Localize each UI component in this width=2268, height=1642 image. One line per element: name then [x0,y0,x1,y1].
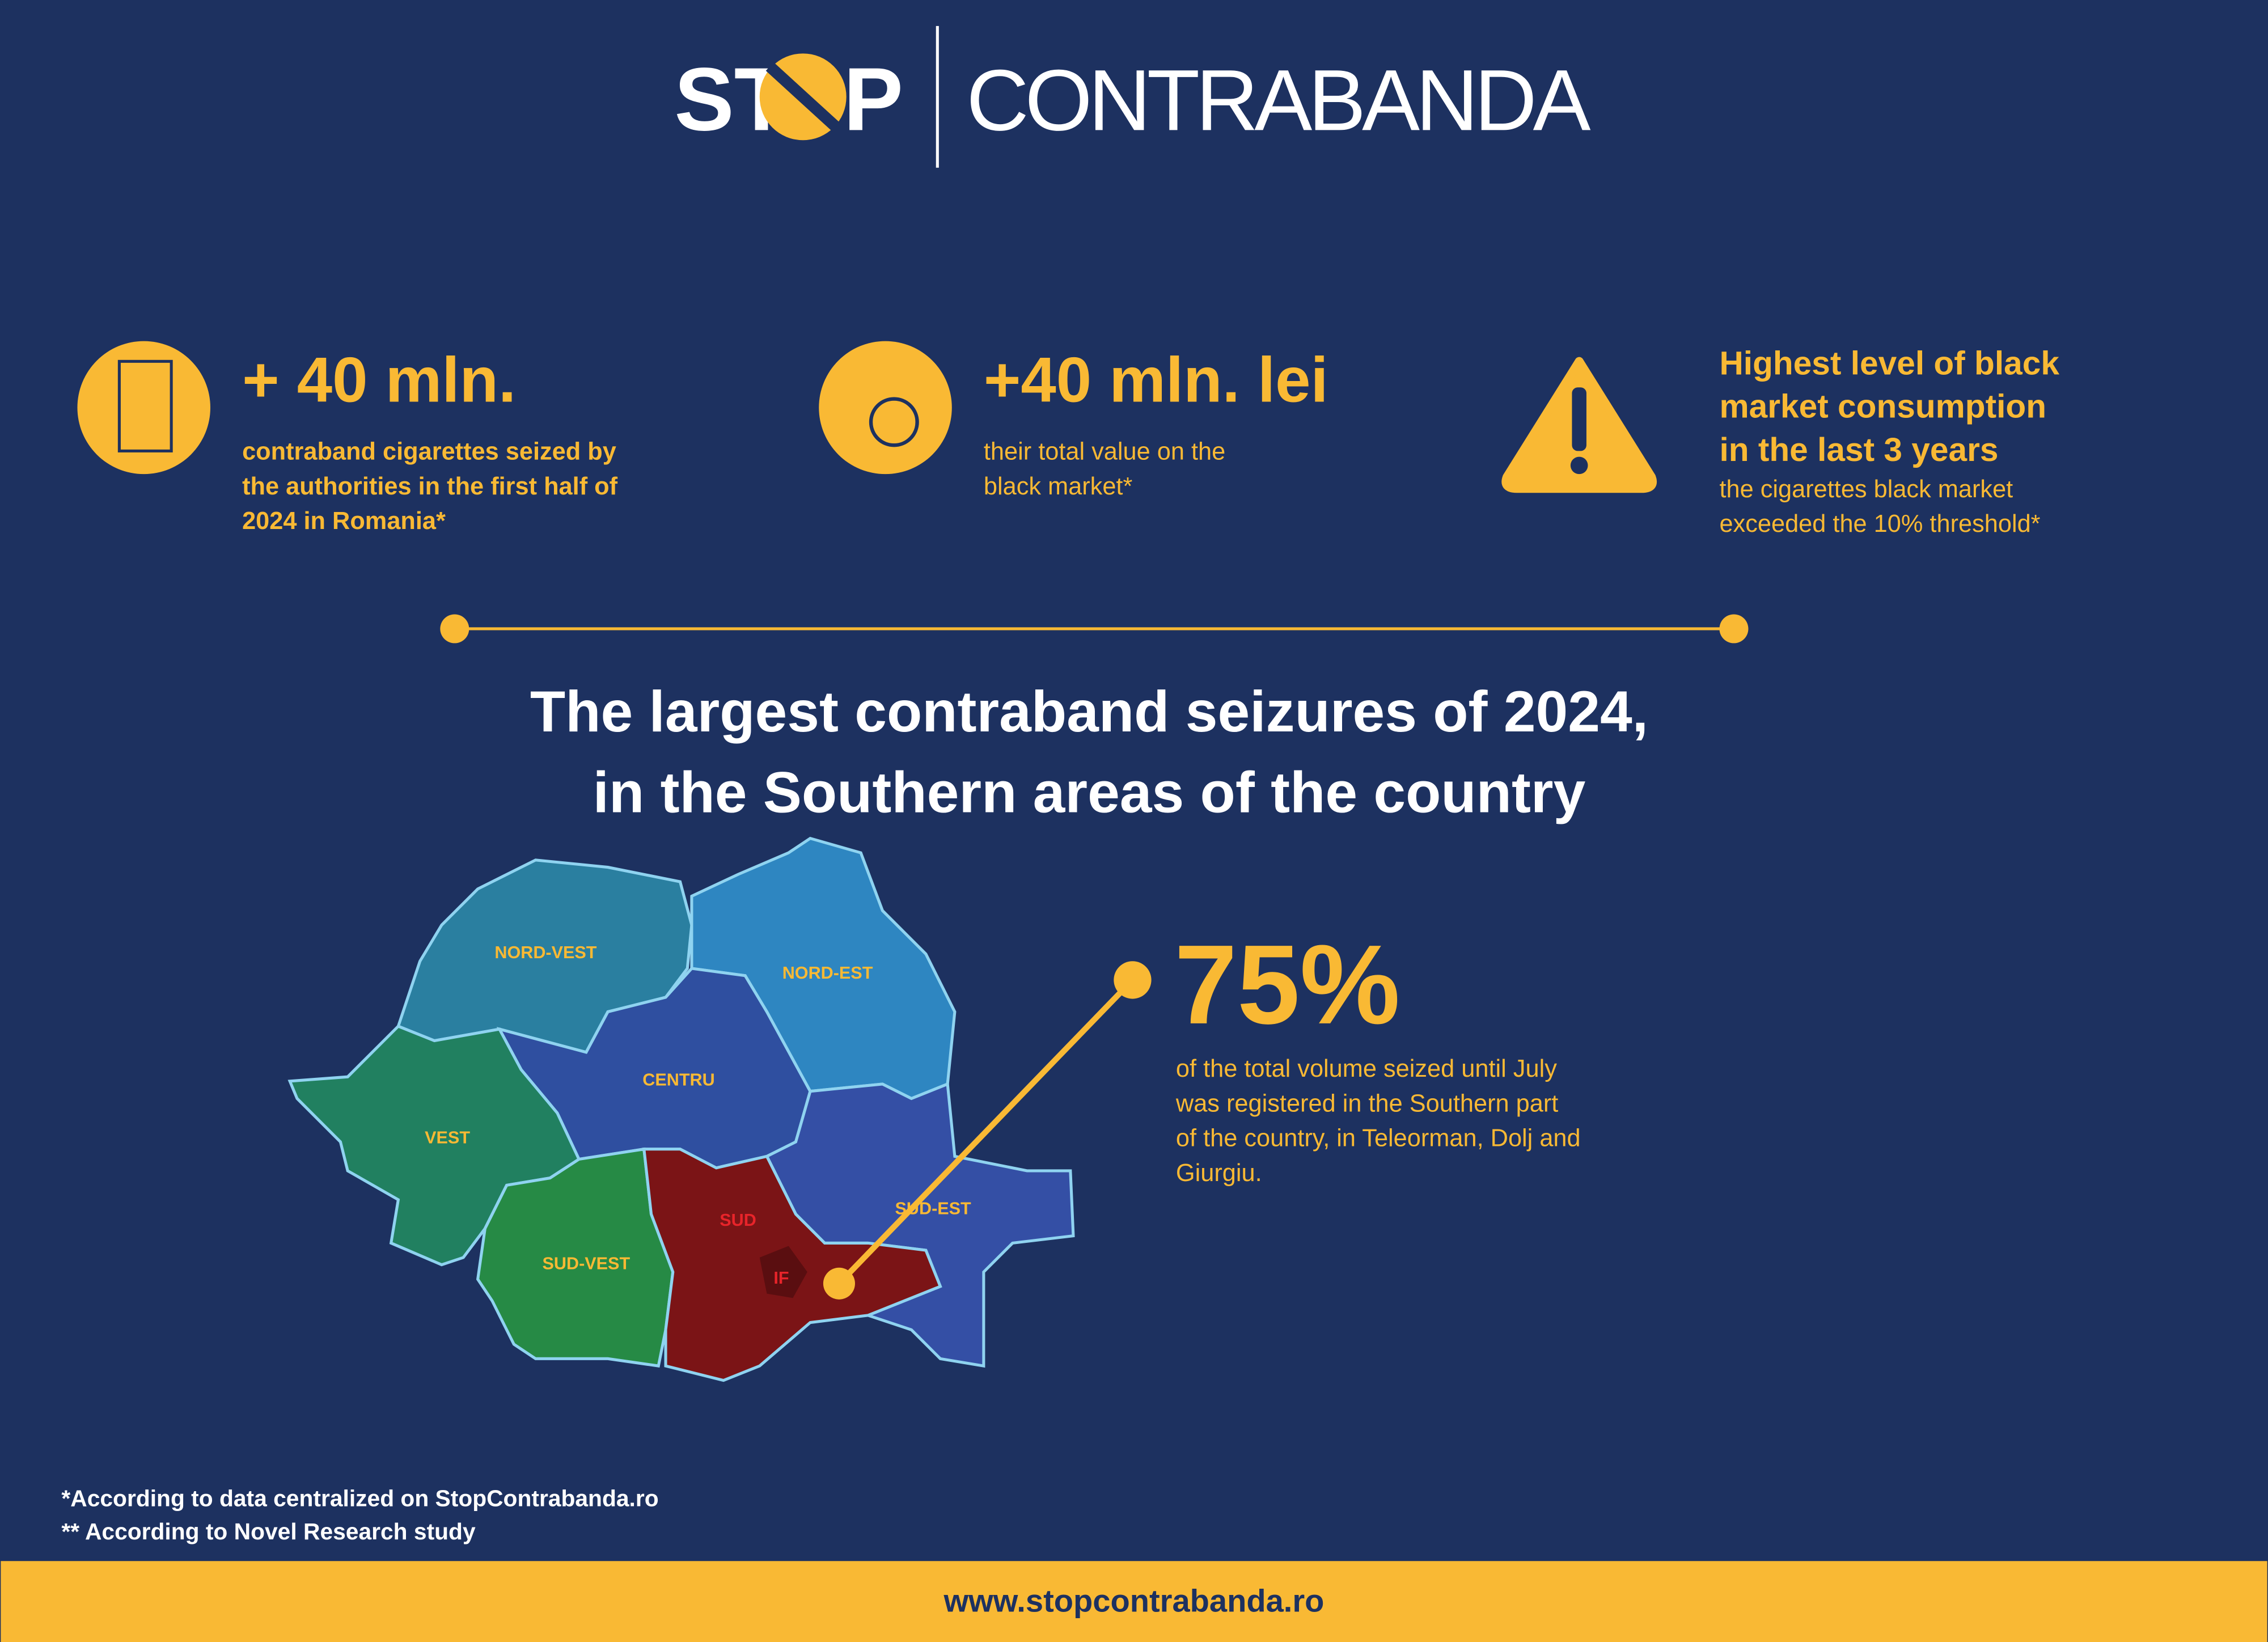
divider-dot [1719,614,1749,644]
stat-1: + 40 mln. contraband cigarettes seized b… [77,341,618,535]
stat-headline: Highest level of black [1719,345,2059,382]
highlight-text: of the total volume seized until July [1176,1055,1557,1082]
cigarette-icon [77,341,210,475]
money-bag [869,397,919,447]
stat-headline: + 40 mln. [242,344,516,416]
stat-text: exceeded the 10% threshold* [1719,510,2040,538]
connector [837,977,1135,1286]
section-title: The largest contraband seizures of 2024, [530,679,1648,744]
highlight-text: of the country, in Teleorman, Dolj and [1176,1125,1581,1152]
stat-3: Highest level of black market consumptio… [1501,345,2059,538]
region-label: SUD-VEST [543,1254,631,1273]
connector-dot [1114,961,1152,999]
region-label: CENTRU [642,1070,714,1090]
stat-headline: +40 mln. lei [984,344,1328,416]
connector-dot [823,1267,855,1300]
highlight-value: 75% [1174,922,1400,1048]
highlight-text: Giurgiu. [1176,1159,1262,1187]
section-title: in the Southern areas of the country [593,760,1586,825]
stat-headline: in the last 3 years [1719,431,1998,468]
divider-dot [440,614,469,644]
region-label: NORD-EST [782,963,873,983]
region-label: SUD [720,1211,756,1230]
region-if [759,1246,807,1298]
stat-text: 2024 in Romania* [242,507,446,535]
stat-2: +40 mln. lei their total value on the bl… [819,341,1328,500]
money-icon [819,341,952,475]
region-label: VEST [425,1128,470,1147]
stat-text: the cigarettes black market [1719,476,2013,503]
footnote: ** According to Novel Research study [61,1518,476,1544]
stat-text: the authorities in the first half of [242,473,618,500]
highlight-text: was registered in the Southern part [1175,1090,1558,1117]
warning-bar [1572,387,1586,451]
stat-headline: market consumption [1719,388,2046,425]
stat-text: black market* [984,473,1133,500]
region-vest [287,1025,581,1267]
stat-text: their total value on the [984,438,1225,465]
logo-right: P [844,49,903,149]
region-label: NORD-VEST [494,943,596,962]
cigarette-pack [117,359,173,452]
footer-url: www.stopcontrabanda.ro [943,1582,1325,1618]
wordmark: CONTRABANDA [966,52,1590,149]
warning-dot [1570,456,1588,475]
logo-slash [765,62,840,132]
footer-bar [1,1561,2267,1642]
logo: ST P CONTRABANDA [674,26,1591,168]
map: NORD-VEST NORD-EST CENTRU VEST SUD-VEST … [287,836,1152,1382]
region-label: IF [773,1268,789,1288]
stat-text: contraband cigarettes seized by [242,438,616,465]
footnote: *According to data centralized on StopCo… [61,1485,658,1511]
